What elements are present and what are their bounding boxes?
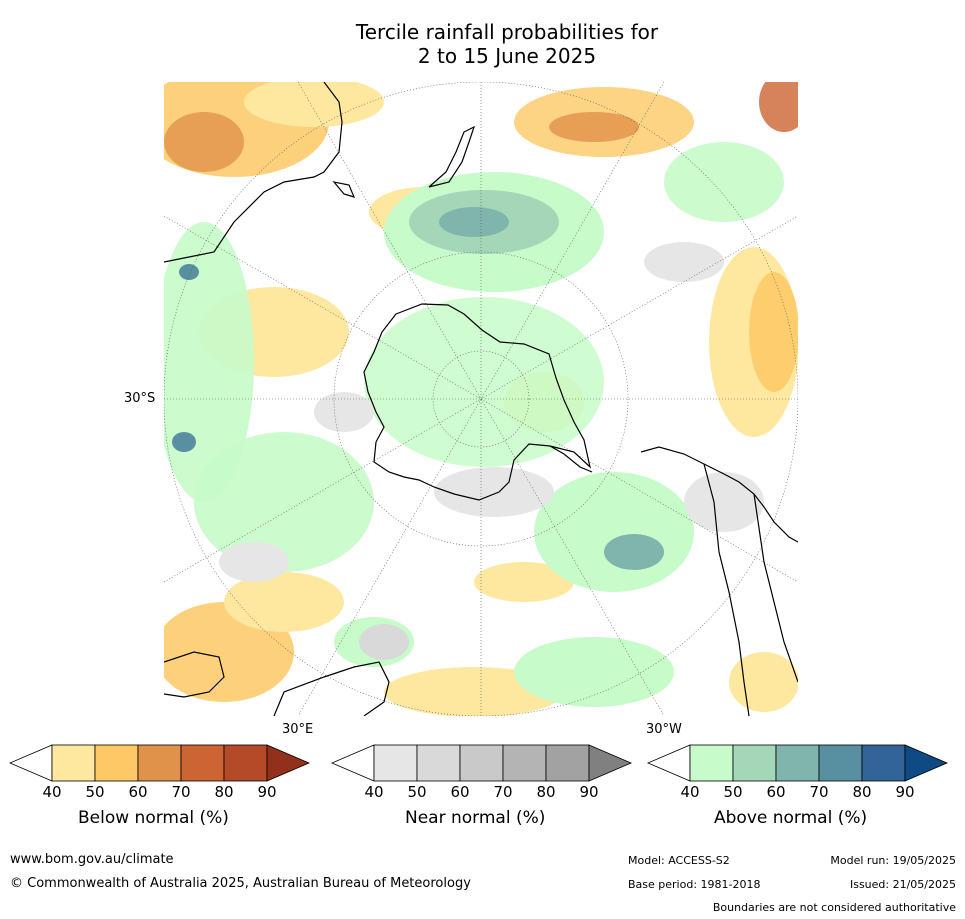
below-normal-colorbar [8, 744, 311, 786]
colorbar-tick-label: 80 [214, 783, 234, 801]
colorbar-svg [8, 744, 311, 782]
colorbar-tick-label: 70 [171, 783, 191, 801]
title-line-2: 2 to 15 June 2025 [417, 44, 597, 68]
issued-text: Issued: 21/05/2025 [849, 878, 956, 891]
colorbar-tick-label: 60 [450, 783, 470, 801]
colorbar-segment [459, 744, 504, 782]
graticule [164, 82, 798, 716]
longitude-label-30w: 30°W [646, 722, 682, 737]
below-normal-label: Below normal (%) [78, 808, 229, 828]
colorbar-segment [51, 744, 96, 782]
colorbar-tick-label: 80 [536, 783, 556, 801]
above-normal-label: Above normal (%) [714, 808, 868, 828]
title-line-1: Tercile rainfall probabilities for [355, 20, 659, 44]
colorbar-tick-label: 70 [809, 783, 829, 801]
colorbar-tick-label: 50 [407, 783, 427, 801]
colorbar-tick-label: 50 [723, 783, 743, 801]
colorbar-tick-label: 60 [766, 783, 786, 801]
colorbar-arrow-high [266, 744, 311, 782]
colorbar-segment [94, 744, 139, 782]
colorbar-segment [732, 744, 777, 782]
colorbar-svg [646, 744, 949, 782]
probability-map [164, 82, 798, 716]
colorbar-segment [545, 744, 590, 782]
latitude-label-30s: 30°S [124, 391, 156, 406]
colorbar-tick-label: 90 [257, 783, 277, 801]
colorbar-arrow-low [330, 744, 375, 782]
colorbar-segment [137, 744, 182, 782]
colorbar-arrow-high [904, 744, 949, 782]
base-period-text: Base period: 1981-2018 [628, 878, 761, 891]
above-normal-colorbar [646, 744, 949, 786]
colorbar-segment [373, 744, 418, 782]
map-title: Tercile rainfall probabilities for 2 to … [0, 20, 965, 68]
colorbar-segment [861, 744, 906, 782]
colorbar-svg [330, 744, 633, 782]
colorbar-arrow-low [646, 744, 691, 782]
colorbar-tick-label: 40 [42, 783, 62, 801]
colorbar-segment [180, 744, 225, 782]
colorbar-segment [416, 744, 461, 782]
colorbar-tick-label: 90 [579, 783, 599, 801]
longitude-label-30e: 30°E [282, 722, 314, 737]
probability-shading [164, 82, 798, 716]
colorbar-tick-label: 40 [364, 783, 384, 801]
colorbar-tick-label: 50 [85, 783, 105, 801]
colorbar-segment [775, 744, 820, 782]
colorbar-segment [689, 744, 734, 782]
colorbar-tick-label: 40 [680, 783, 700, 801]
near-normal-label: Near normal (%) [405, 808, 546, 828]
disclaimer-text: Boundaries are not considered authoritat… [712, 901, 956, 914]
colorbar-tick-label: 90 [895, 783, 915, 801]
model-run-text: Model run: 19/05/2025 [830, 854, 956, 867]
website-link[interactable]: www.bom.gov.au/climate [10, 852, 174, 867]
colorbar-segment [223, 744, 268, 782]
colorbar-arrow-high [588, 744, 633, 782]
colorbar-tick-label: 60 [128, 783, 148, 801]
colorbar-tick-label: 80 [852, 783, 872, 801]
copyright-text: © Commonwealth of Australia 2025, Austra… [10, 876, 471, 891]
colorbar-arrow-low [8, 744, 53, 782]
coastlines [164, 82, 798, 716]
near-normal-colorbar [330, 744, 633, 786]
model-text: Model: ACCESS-S2 [628, 854, 730, 867]
colorbar-tick-label: 70 [493, 783, 513, 801]
colorbar-segment [818, 744, 863, 782]
colorbar-segment [502, 744, 547, 782]
